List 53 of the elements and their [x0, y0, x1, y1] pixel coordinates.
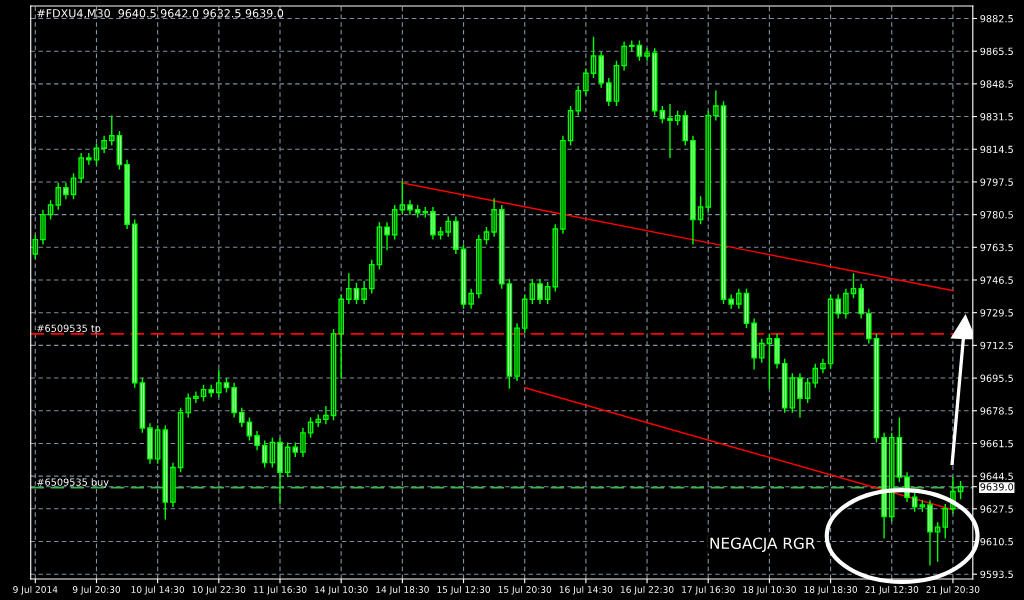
y-tick-label: 9639.0 — [980, 483, 1014, 491]
y-tick-label: 9661.5 — [980, 439, 1013, 448]
chart-title: #FDXU4,M30 9640.5 9642.0 9632.5 9639.0 — [37, 9, 284, 19]
y-tick-label: 9848.5 — [980, 80, 1013, 88]
x-tick-label: 15 Jul 20:30 — [498, 585, 552, 595]
x-tick-label: 21 Jul 12:30 — [865, 585, 919, 595]
candlestick — [705, 110, 712, 213]
candlestick — [942, 503, 949, 540]
y-tick-label: 9865.5 — [980, 47, 1013, 56]
y-tick-label: 9695.5 — [980, 374, 1013, 382]
x-tick-label: 11 Jul 16:30 — [253, 585, 307, 595]
y-tick-label: 9712.5 — [980, 341, 1013, 350]
candlestick — [238, 407, 245, 428]
x-tick-label: 9 Jul 20:30 — [72, 585, 121, 595]
ref-line-label: #6509535 buy — [37, 478, 109, 488]
candlestick — [131, 218, 138, 389]
annotation: NEGACJA RGR — [710, 537, 815, 552]
y-tick-label: 9814.5 — [980, 145, 1013, 154]
x-tick-label: 14 Jul 18:30 — [376, 585, 429, 595]
candlestick — [108, 114, 115, 147]
y-tick-label: 9882.5 — [980, 14, 1013, 23]
y-tick-label: 9610.5 — [980, 537, 1013, 546]
candlestick — [498, 204, 505, 290]
y-tick-label: 9729.5 — [980, 309, 1013, 317]
x-tick-label: 21 Jul 20:30 — [926, 585, 980, 595]
x-tick-label: 10 Jul 14:30 — [131, 585, 185, 595]
x-tick-label: 14 Jul 10:30 — [315, 585, 368, 595]
x-tick-label: 16 Jul 22:30 — [620, 585, 674, 595]
x-tick-label: 10 Jul 22:30 — [192, 585, 246, 595]
candlestick — [55, 182, 62, 211]
y-tick-label: 9593.5 — [980, 570, 1013, 579]
y-tick-label: 9678.5 — [980, 407, 1013, 415]
ref-line-label: #6509535 tp — [37, 324, 101, 334]
x-tick-label: 15 Jul 12:30 — [437, 585, 490, 595]
x-tick-label: 18 Jul 18:30 — [804, 585, 858, 595]
candlestick — [445, 215, 452, 238]
y-tick-label: 9763.5 — [980, 243, 1013, 252]
y-tick-label: 9831.5 — [980, 113, 1013, 121]
candlestick — [812, 362, 819, 389]
candlestick — [552, 223, 559, 293]
x-tick-label: 9 Jul 2014 — [13, 585, 58, 595]
y-tick-label: 9746.5 — [980, 276, 1013, 284]
y-tick-label: 9797.5 — [980, 178, 1013, 186]
x-tick-label: 16 Jul 14:30 — [559, 585, 613, 595]
candlestick — [391, 204, 398, 241]
x-tick-label: 17 Jul 16:30 — [682, 585, 735, 595]
candlestick — [758, 337, 765, 364]
y-tick-label: 9644.5 — [980, 472, 1013, 480]
x-tick-label: 18 Jul 10:30 — [743, 585, 796, 595]
candlestick — [644, 47, 650, 62]
y-tick-label: 9780.5 — [980, 211, 1013, 219]
candlestick — [86, 152, 92, 166]
y-tick-label: 9627.5 — [980, 505, 1013, 513]
